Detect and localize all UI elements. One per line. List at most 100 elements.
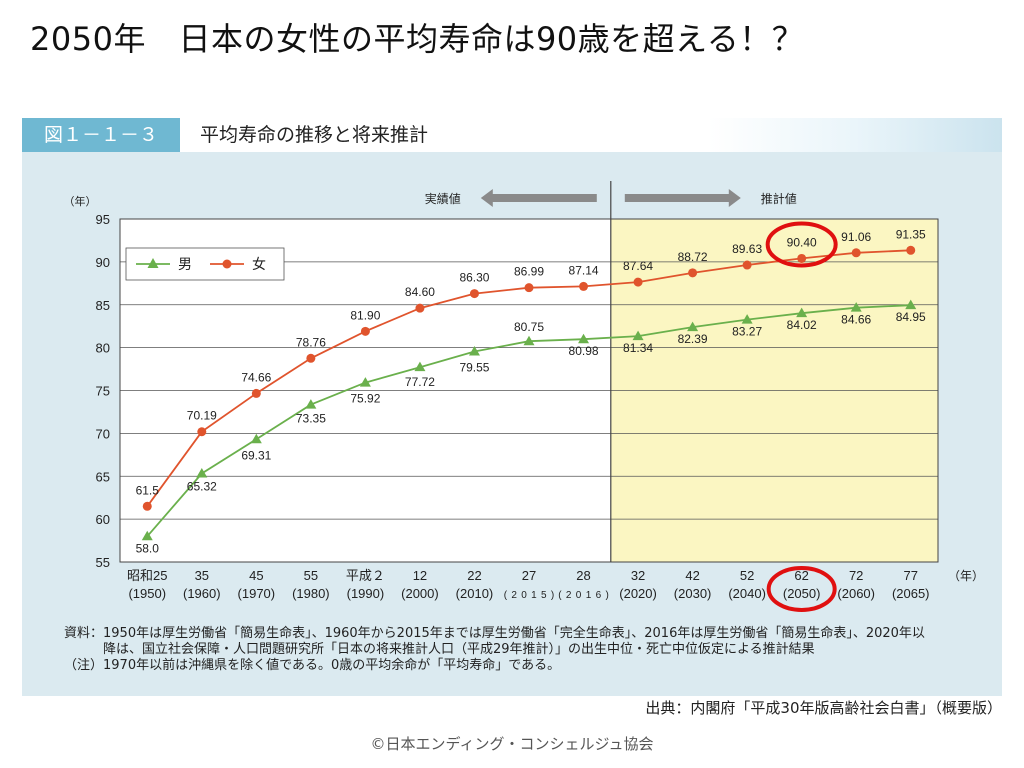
female-data-label: 87.14 [569,263,599,277]
female-point [742,260,752,270]
note-line: 資料：1950年は厚生労働省「簡易生命表」、1960年から2015年までは厚生労… [64,626,925,641]
female-point [633,277,643,287]
female-point [688,268,698,278]
male-point [359,377,371,387]
male-point [796,307,808,318]
x-tick-sublabel: (2040) [728,586,766,601]
x-tick-label: 77 [903,568,917,583]
male-point [905,299,917,310]
female-data-label: 61.5 [136,483,160,497]
projected-arrow-icon [624,189,741,207]
male-data-label: 84.66 [841,313,871,327]
male-point [850,302,862,312]
legend-male-label: 男 [178,256,192,272]
male-point [305,399,317,409]
male-point [632,330,644,341]
male-data-label: 77.72 [405,375,435,389]
male-data-label: 84.95 [896,310,926,324]
note-line: 降は、国立社会保障・人口問題研究所「日本の将来推計人口（平成29年推計）」の出生… [64,642,815,657]
female-point [524,283,534,293]
female-data-label: 91.06 [841,230,871,244]
x-tick-label: 27 [522,568,536,583]
x-tick-sublabel: (2065) [892,586,930,601]
female-data-label: 87.64 [623,259,653,273]
female-point [579,281,589,291]
x-tick-label: 12 [413,568,427,583]
x-axis-label: （年） [948,569,984,583]
x-tick-label: 72 [849,568,863,583]
female-data-label: 88.72 [678,250,708,264]
figure-label: 図１－１－３ [22,118,180,152]
y-tick-label: 55 [96,555,110,570]
y-tick-label: 60 [96,512,110,527]
female-data-label: 89.63 [732,242,762,256]
male-data-label: 58.0 [136,541,160,555]
x-tick-label: 35 [195,568,209,583]
female-point [360,326,370,336]
x-tick-label: 22 [467,568,481,583]
projected-label: 推計値 [761,191,797,206]
notes: 資料：1950年は厚生労働省「簡易生命表」、1960年から2015年までは厚生労… [64,626,994,674]
highlight-circle [766,566,837,612]
female-point [906,245,916,255]
female-point [851,248,861,258]
female-data-label: 90.40 [787,235,817,249]
x-tick-label: 55 [304,568,318,583]
figure-panel: 図１－１－３ 平均寿命の推移と将来推計 55 60 65 70 75 80 85 90 95 （年… [22,118,1002,696]
x-tick-label: 28 [576,568,590,583]
male-data-label: 84.02 [787,318,817,332]
y-tick-label: 80 [96,341,110,356]
x-tick-sublabel: (2010) [456,586,494,601]
highlight-circle [765,221,838,268]
x-tick-sublabel: (1950) [128,586,166,601]
female-data-label: 78.76 [296,335,326,349]
male-point [687,321,699,332]
plot-frame [119,218,939,563]
x-tick-label: 昭和25 [127,568,167,583]
male-data-label: 69.31 [241,448,271,462]
y-tick-label: 70 [96,426,110,441]
male-point [250,433,262,444]
female-data-label: 86.99 [514,265,544,279]
male-data-label: 80.75 [514,320,544,334]
female-data-label: 86.30 [459,271,489,285]
y-tick-label: 75 [96,384,110,399]
x-tick-sublabel: (2016) [558,590,609,601]
note-line: （注）1970年以前は沖縄県を除く値である。0歳の平均余命が「平均寿命」である。 [64,658,561,673]
x-tick-sublabel: (1980) [292,586,330,601]
x-tick-sublabel: (2050) [783,586,821,601]
x-tick-sublabel: (2060) [837,586,875,601]
female-point [306,353,316,363]
copyright: ©日本エンディング・コンシェルジュ協会 [370,735,654,753]
slide-title: 2050年 日本の女性の平均寿命は90歳を超える！？ [30,20,805,58]
x-tick-sublabel: (2030) [674,586,712,601]
x-tick-sublabel: (1960) [183,586,221,601]
x-tick-sublabel: (2000) [401,586,439,601]
x-tick-sublabel: (1990) [347,586,385,601]
y-axis-label: （年） [64,194,97,208]
male-point [196,468,208,478]
female-point [797,253,807,263]
male-point [414,361,426,372]
actual-arrow-icon [480,189,597,207]
y-tick-label: 95 [96,212,110,227]
female-point [469,289,479,299]
female-data-label: 74.66 [241,370,271,384]
source-citation: 出典：内閣府「平成30年版高齢社会白書」（概要版） [645,699,1002,717]
female-point [415,303,425,313]
male-data-label: 65.32 [187,480,217,494]
male-data-label: 82.39 [678,332,708,346]
legend-female-marker-icon [222,259,232,269]
x-tick-sublabel: (2015) [504,590,555,601]
female-point [197,427,207,437]
actual-label: 実績値 [425,191,461,206]
x-tick-label: 42 [685,568,699,583]
male-data-label: 79.55 [459,360,489,374]
legend-female-label: 女 [252,256,266,272]
x-tick-label: 45 [249,568,263,583]
x-tick-sublabel: (1970) [238,586,276,601]
x-tick-label: 52 [740,568,754,583]
male-point [741,314,753,324]
y-tick-label: 85 [96,298,110,313]
female-point [142,501,152,511]
